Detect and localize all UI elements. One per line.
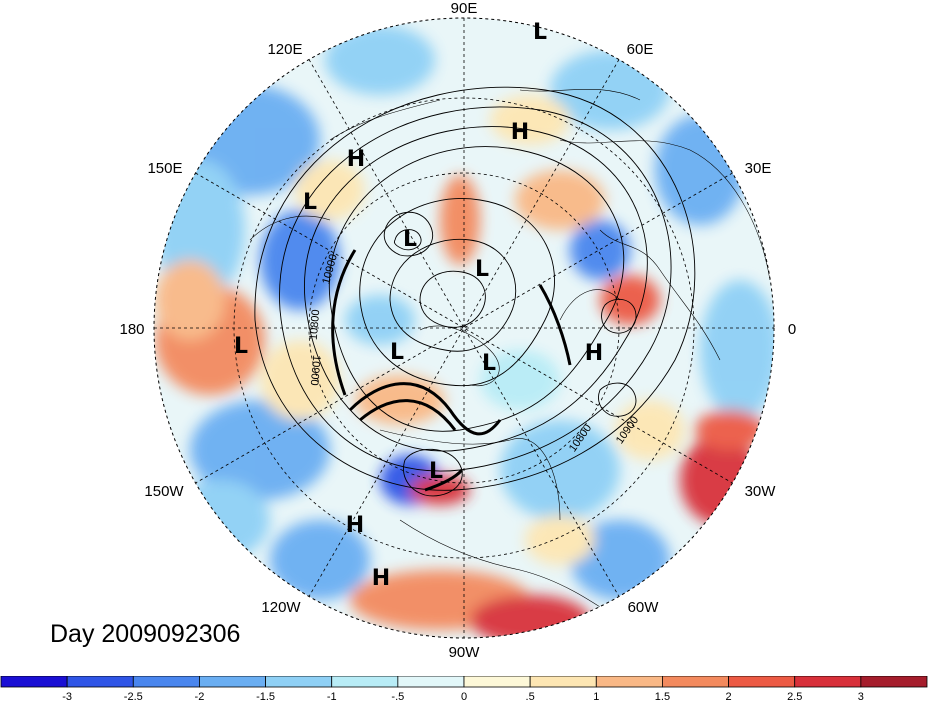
lon-label-0: 0 [788,321,796,338]
low-center-marker: L [475,257,489,282]
colorbar-swatch [397,676,465,688]
jet-stream [331,249,572,492]
colorbar-tick-label: -1.5 [256,691,275,702]
colorbar-tick-label: 3 [858,691,864,702]
lon-label-60e: 60E [627,41,654,58]
coastlines [249,88,771,621]
colorbar-swatch [728,676,796,688]
high-center-marker: H [511,120,529,145]
colorbar-tick-label: -1 [327,691,337,702]
contour-label: 10800 [308,309,323,341]
colorbar-tick-label: 2.5 [787,691,802,702]
colorbar-tick-label: 2 [726,691,732,702]
low-center-marker: L [303,190,317,215]
low-center-marker: L [429,459,443,484]
lon-label-90e: 90E [451,0,478,17]
colorbar-swatch [662,676,729,688]
lon-label-30w: 30W [745,483,777,500]
colorbar-swatch [860,676,928,688]
colorbar-tick-label: 0 [461,691,467,702]
low-center-marker: L [390,340,404,365]
colorbar-swatch [463,676,531,688]
lon-label-90w: 90W [449,644,481,661]
colorbar-swatch [595,676,663,688]
lon-label-180: 180 [119,321,144,338]
map-boundary [153,17,775,639]
colorbar-swatch [331,676,399,688]
colorbar-swatch [0,676,68,688]
colorbar-swatch [529,676,597,688]
height-contours [254,86,696,497]
high-center-marker: H [346,513,364,538]
colorbar-swatch [66,676,134,688]
colorbar-swatch [132,676,200,688]
lon-label-120w: 120W [261,599,301,616]
lon-label-150w: 150W [144,483,184,500]
pressure-centers: L H H L L L L L L H L H H [234,20,603,591]
colorbar-tick-label: 1.5 [655,691,670,702]
high-center-marker: H [372,566,390,591]
colorbar-tick-label: 1 [593,691,599,702]
high-center-marker: H [347,147,365,172]
low-center-marker: L [533,20,547,45]
high-center-marker: H [585,341,603,366]
low-center-marker: L [234,334,248,359]
colorbar-tick-label: -2 [195,691,205,702]
colorbar: -3 -2.5 -2 -1.5 -1 -.5 0 .5 1 1.5 2 2.5 3 [0,676,928,702]
lon-label-150e: 150E [147,160,182,177]
lon-label-120e: 120E [267,41,302,58]
colorbar-tick-label: -2.5 [124,691,143,702]
graticule [154,18,774,638]
colorbar-tick-label: -.5 [391,691,404,702]
colorbar-tick-label: -3 [62,691,72,702]
colorbar-swatch [199,676,266,688]
longitude-labels: 90E 120E 60E 150E 30E 180 0 150W 30W 120… [119,0,796,661]
day-label: Day 2009092306 [50,620,241,648]
contour-label: 10900 [308,354,323,386]
colorbar-tick-label: .5 [526,691,535,702]
low-center-marker: L [403,227,417,252]
lon-label-60w: 60W [628,599,660,616]
colorbar-swatch [265,676,333,688]
low-center-marker: L [482,351,496,376]
colorbar-swatch [794,676,862,688]
lon-label-30e: 30E [745,160,772,177]
